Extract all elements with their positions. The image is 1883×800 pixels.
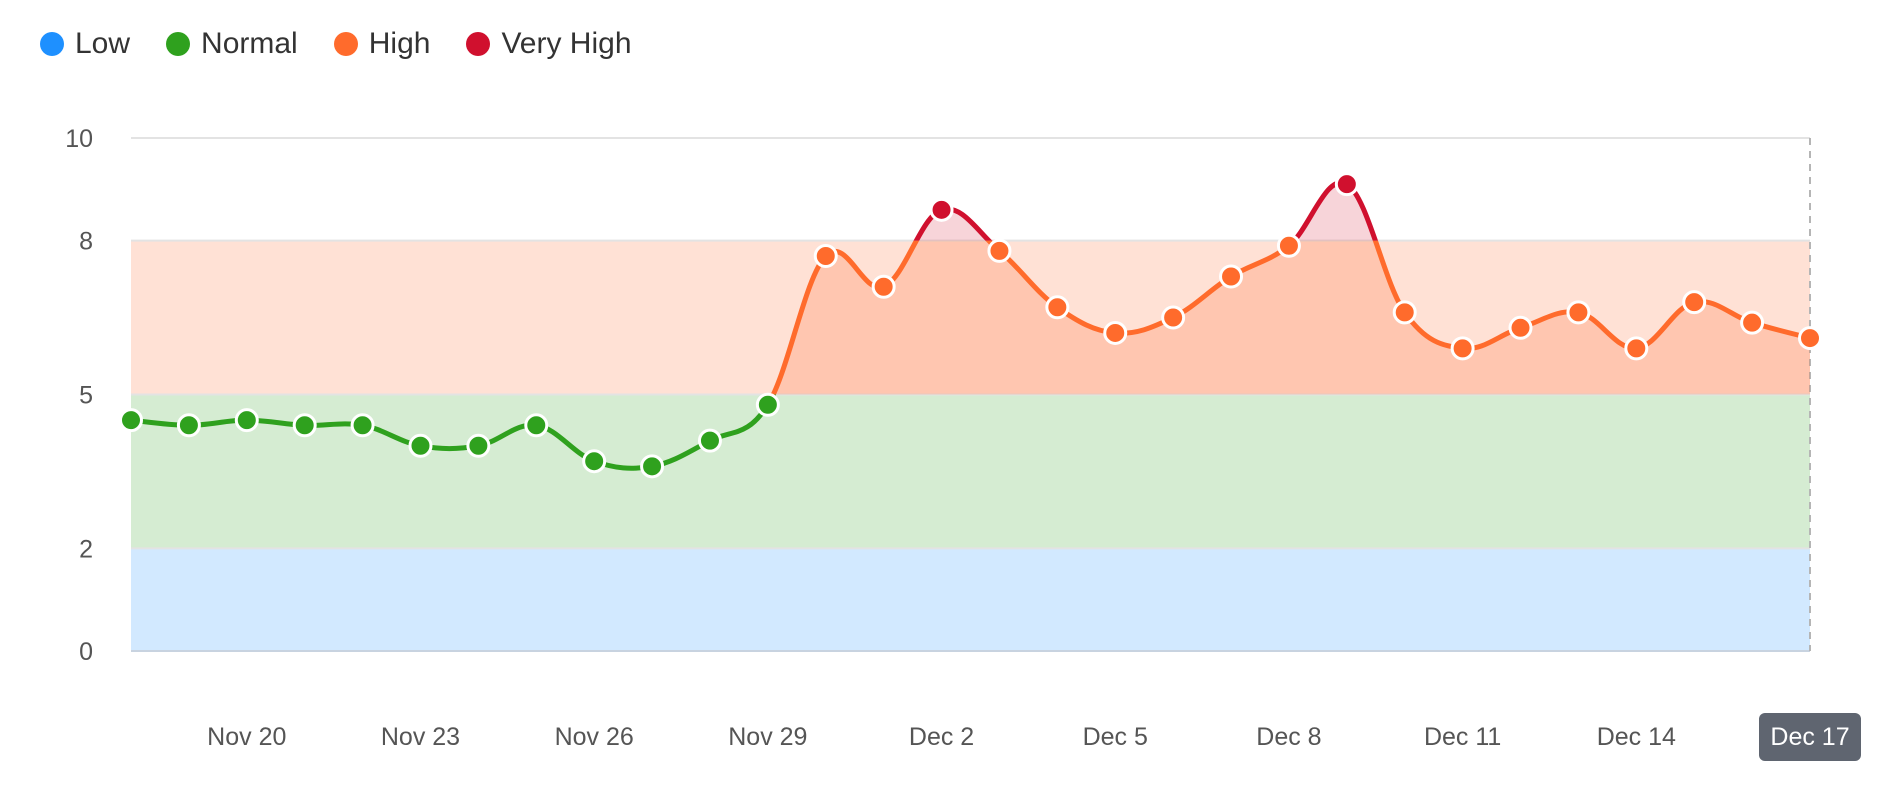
- y-tick-label: 0: [79, 638, 93, 666]
- highlighted-x-label-box: [1759, 713, 1861, 761]
- data-point[interactable]: [1566, 300, 1591, 325]
- grid-layer: [131, 137, 1811, 652]
- area-high: [773, 240, 1810, 395]
- chart-legend: Low Normal High Very High: [40, 22, 668, 66]
- data-point[interactable]: [987, 238, 1012, 263]
- data-point[interactable]: [466, 433, 491, 458]
- x-tick-label: Nov 23: [381, 723, 460, 751]
- data-point[interactable]: [1740, 310, 1765, 335]
- data-point[interactable]: [1682, 290, 1707, 315]
- data-point[interactable]: [1508, 315, 1533, 340]
- data-point[interactable]: [1798, 326, 1822, 351]
- data-point[interactable]: [1276, 233, 1301, 258]
- legend-dot-low: [40, 32, 64, 56]
- data-point[interactable]: [755, 392, 780, 417]
- x-tick-label: Nov 20: [207, 723, 286, 751]
- data-point[interactable]: [119, 408, 143, 433]
- data-point[interactable]: [1392, 300, 1417, 325]
- legend-item-low[interactable]: Low: [40, 27, 130, 61]
- point-layer: [119, 172, 1822, 479]
- y-tick-label: 5: [79, 382, 93, 410]
- data-point[interactable]: [813, 243, 838, 268]
- series-line-normal: [128, 394, 777, 471]
- legend-dot-normal: [166, 32, 191, 56]
- data-point[interactable]: [1450, 336, 1475, 361]
- x-tick-label: Dec 2: [909, 723, 974, 751]
- band-normal: [131, 394, 1810, 549]
- data-point[interactable]: [350, 413, 375, 438]
- series-line-veryhigh: [913, 180, 1379, 241]
- legend-item-very-high[interactable]: Very High: [466, 27, 632, 61]
- legend-label-high: High: [368, 27, 431, 60]
- legend-item-normal[interactable]: Normal: [166, 27, 298, 61]
- legend-label-low: Low: [75, 27, 131, 60]
- data-point[interactable]: [582, 449, 607, 474]
- x-tick-label: Nov 26: [555, 723, 634, 751]
- axis-layer: 0 2 5 8 10 Nov 20 Nov 23 Nov 26 Nov 29 Dec 2 Dec 5…: [65, 125, 1861, 761]
- data-point[interactable]: [871, 274, 896, 299]
- legend-label-very-high: Very High: [501, 27, 632, 60]
- data-point[interactable]: [1045, 295, 1070, 320]
- area-very-high: [916, 182, 1376, 241]
- data-point[interactable]: [697, 428, 722, 453]
- x-tick-label: Dec 14: [1597, 723, 1676, 751]
- data-point[interactable]: [1334, 172, 1359, 197]
- area-layer: [773, 182, 1810, 395]
- data-point[interactable]: [234, 408, 259, 433]
- y-tick-label: 8: [79, 228, 93, 256]
- y-tick-label: 10: [65, 125, 93, 153]
- data-point[interactable]: [640, 454, 665, 479]
- data-point[interactable]: [929, 197, 954, 222]
- x-tick-label: Dec 11: [1424, 723, 1501, 751]
- data-point[interactable]: [1624, 336, 1649, 361]
- x-tick-label-highlighted: Dec 17: [1770, 723, 1849, 751]
- band-low: [131, 548, 1810, 651]
- band-layer: [131, 240, 1810, 651]
- x-tick-label: Dec 8: [1256, 723, 1321, 751]
- data-point[interactable]: [524, 413, 549, 438]
- data-point[interactable]: [1103, 320, 1128, 345]
- data-point[interactable]: [292, 413, 317, 438]
- x-tick-label: Nov 29: [728, 723, 807, 751]
- x-tick-label: Dec 5: [1083, 723, 1148, 751]
- y-tick-label: 2: [79, 535, 93, 563]
- data-point[interactable]: [176, 413, 201, 438]
- legend-label-normal: Normal: [201, 27, 298, 60]
- data-point[interactable]: [408, 433, 433, 458]
- data-point[interactable]: [1161, 305, 1186, 330]
- legend-dot-high: [333, 32, 358, 56]
- band-high: [131, 240, 1810, 395]
- data-point[interactable]: [1219, 264, 1244, 289]
- legend-item-high[interactable]: High: [333, 27, 431, 61]
- legend-dot-very-high: [466, 32, 491, 56]
